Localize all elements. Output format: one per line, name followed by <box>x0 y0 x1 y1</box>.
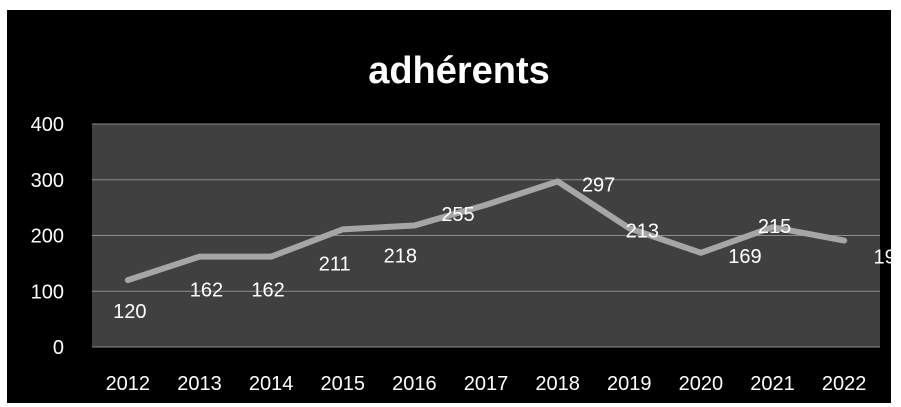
data-labels: 120 162 162 211 218 255 297 213 169 215 191 <box>113 174 901 323</box>
data-label: 211 <box>319 253 351 275</box>
chart-title: adhérents <box>368 50 550 92</box>
x-tick-label: 2016 <box>392 373 437 395</box>
x-tick-label: 2017 <box>464 373 509 395</box>
x-tick-label: 2014 <box>249 373 294 395</box>
y-axis-ticks: 0 100 200 300 400 <box>31 114 64 359</box>
x-tick-label: 2013 <box>177 373 222 395</box>
data-label: 218 <box>384 245 417 267</box>
data-label: 120 <box>113 301 146 323</box>
x-tick-label: 2015 <box>320 373 365 395</box>
data-label: 297 <box>582 174 615 196</box>
x-tick-label: 2012 <box>106 373 151 395</box>
x-tick-label: 2020 <box>679 373 724 395</box>
series-line <box>124 178 848 284</box>
y-tick-label: 300 <box>31 170 64 192</box>
y-tick-label: 100 <box>31 281 64 303</box>
data-label: 169 <box>728 246 761 268</box>
y-tick-label: 200 <box>31 226 64 248</box>
data-label: 191 <box>873 247 901 269</box>
data-label: 255 <box>441 204 474 226</box>
data-label: 162 <box>251 280 284 302</box>
y-tick-label: 400 <box>31 114 64 136</box>
x-tick-label: 2021 <box>750 373 795 395</box>
data-label: 162 <box>190 280 223 302</box>
x-tick-label: 2019 <box>607 373 652 395</box>
y-tick-label: 0 <box>53 337 64 359</box>
x-tick-label: 2022 <box>822 373 867 395</box>
x-tick-label: 2018 <box>535 373 580 395</box>
data-label: 215 <box>758 216 791 238</box>
x-axis-ticks: 2012 2013 2014 2015 2016 2017 2018 2019 2020 2021… <box>106 373 867 395</box>
data-label: 213 <box>626 220 659 242</box>
